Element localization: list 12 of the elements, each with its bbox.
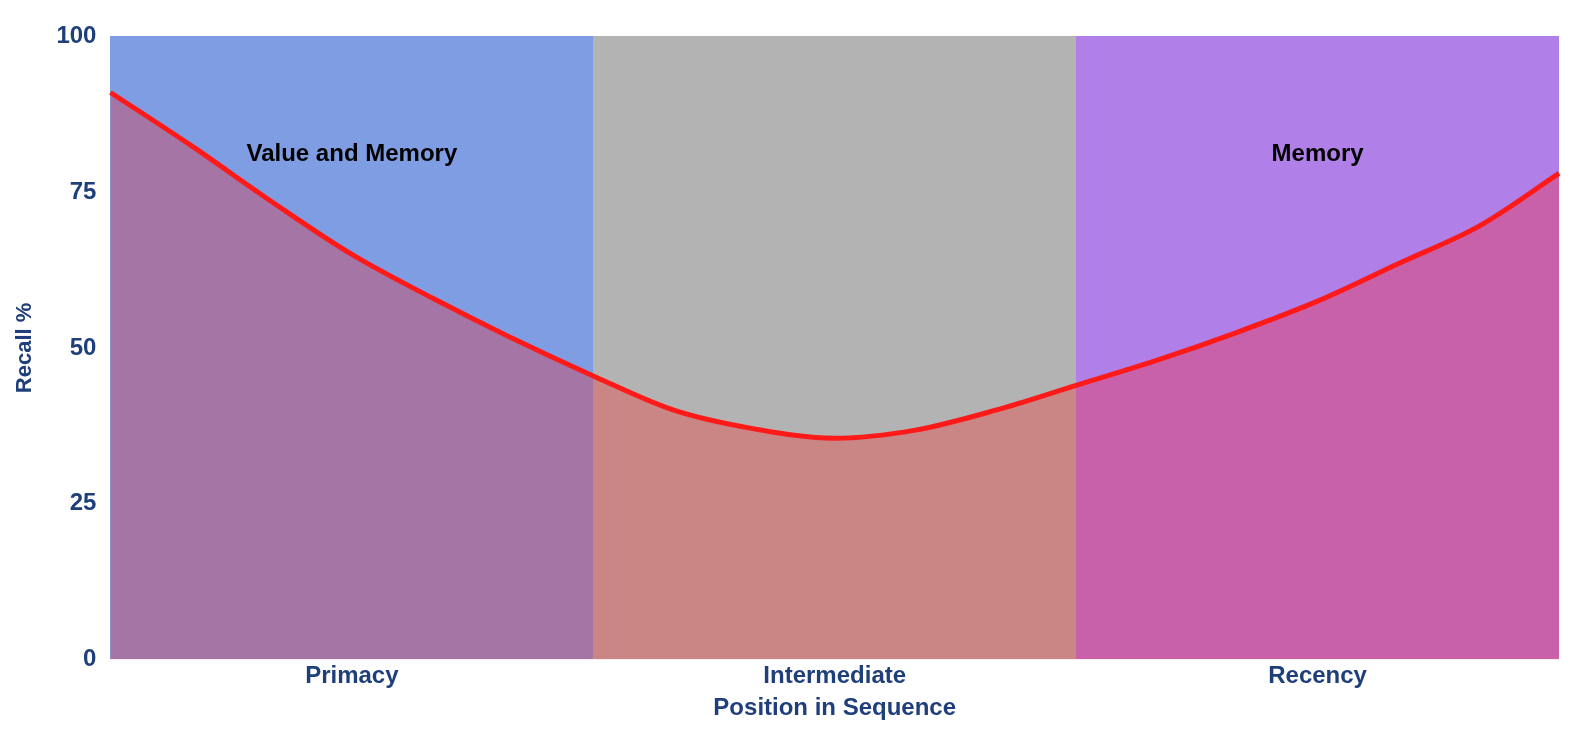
x-tick-label: Recency: [1268, 661, 1368, 689]
annotation: Value and Memory: [246, 139, 458, 167]
x-tick-label: Intermediate: [763, 661, 907, 689]
y-axis-title: Recall %: [11, 302, 37, 394]
y-tick-label: 25: [69, 488, 97, 516]
x-axis-title: Position in Sequence: [713, 693, 957, 721]
annotation: Memory: [1271, 139, 1365, 167]
y-tick-label: 50: [69, 332, 97, 360]
y-tick-label: 0: [83, 644, 97, 672]
y-tick-label: 75: [69, 176, 97, 204]
y-tick-label: 100: [56, 21, 97, 49]
x-tick-label: Primacy: [305, 661, 400, 689]
